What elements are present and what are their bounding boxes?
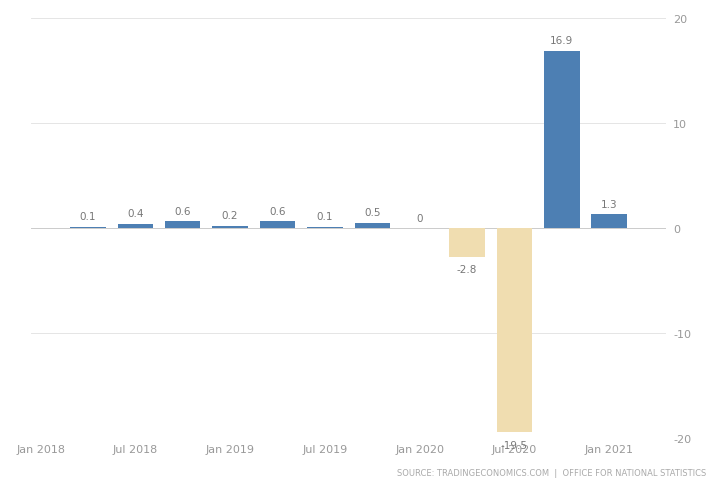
Bar [355,223,390,228]
Bar [544,51,579,228]
Bar [307,227,343,228]
Text: 0.1: 0.1 [317,212,333,222]
Text: 0.4: 0.4 [127,209,143,219]
Text: -19.5: -19.5 [501,439,528,450]
Text: 0.5: 0.5 [364,208,381,218]
Text: 16.9: 16.9 [550,36,574,46]
Text: 0: 0 [416,213,423,223]
Bar [591,215,627,228]
Bar [496,228,532,432]
Bar [213,226,248,228]
Bar [260,222,296,228]
Text: SOURCE: TRADINGECONOMICS.COM  |  OFFICE FOR NATIONAL STATISTICS: SOURCE: TRADINGECONOMICS.COM | OFFICE FO… [397,468,706,477]
Text: -2.8: -2.8 [457,265,478,275]
Text: 0.6: 0.6 [175,207,191,217]
Bar [70,227,106,228]
Bar [117,224,153,228]
Text: 1.3: 1.3 [601,199,617,210]
Text: 0.2: 0.2 [222,211,238,221]
Text: 0.1: 0.1 [79,212,96,222]
Bar [165,222,200,228]
Bar [449,228,485,257]
Text: 0.6: 0.6 [269,207,286,217]
